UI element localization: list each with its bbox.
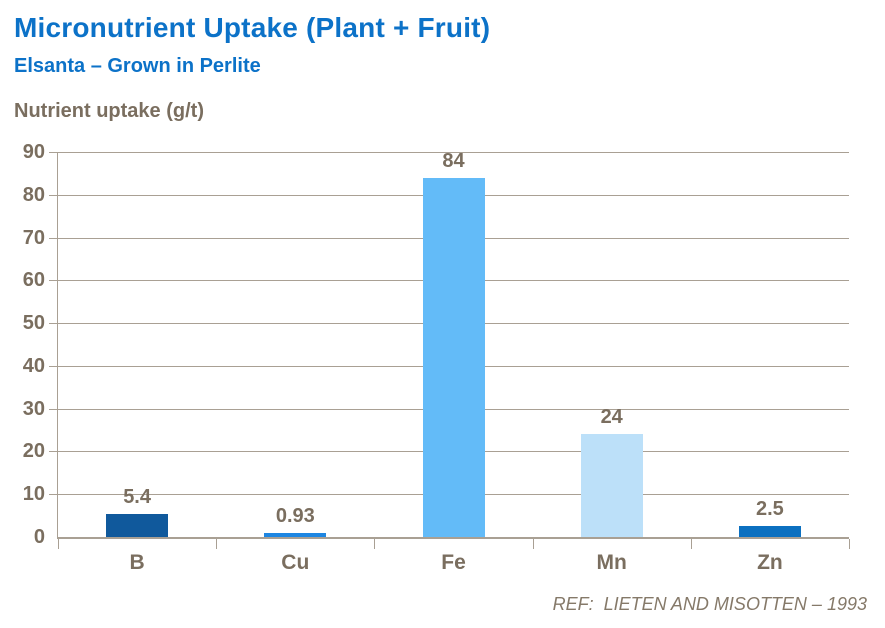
chart-title: Micronutrient Uptake (Plant + Fruit)	[14, 12, 491, 43]
chart-subtitle: Elsanta – Grown in Perlite	[14, 55, 261, 77]
y-axis-tick	[49, 408, 66, 410]
y-tick-label: 80	[22, 183, 45, 206]
bar-value-label: 84	[442, 149, 465, 172]
bar-value-label: 0.93	[275, 505, 315, 528]
y-tick-label: 50	[22, 312, 45, 335]
x-axis-tick	[216, 539, 218, 549]
x-axis-tick	[849, 539, 850, 549]
gridline	[58, 152, 849, 153]
bar-value-label: 5.4	[123, 485, 151, 508]
x-axis-tick	[532, 539, 534, 549]
y-tick-label: 30	[22, 397, 45, 420]
x-axis-tick	[374, 539, 376, 549]
x-category-label: Zn	[757, 551, 783, 574]
x-category-label: Fe	[441, 551, 466, 574]
y-tick-label: 60	[22, 269, 45, 292]
y-tick-label: 40	[22, 354, 45, 377]
y-axis-tick	[49, 237, 66, 239]
x-category-label: B	[129, 551, 145, 574]
y-axis-tick	[49, 451, 66, 453]
bar-Fe	[422, 177, 485, 537]
bar-Zn	[738, 526, 801, 537]
y-tick-label: 0	[33, 526, 45, 548]
y-axis-tick	[49, 365, 66, 367]
bar-B	[106, 513, 169, 537]
y-tick-label: 20	[22, 440, 45, 463]
bar-Cu	[264, 533, 327, 537]
y-tick-label: 10	[22, 483, 45, 506]
x-category-label: Mn	[596, 551, 627, 574]
y-axis-tick	[49, 323, 66, 325]
y-axis-tick	[49, 194, 66, 196]
y-axis-tick	[49, 494, 66, 496]
y-tick-label: 90	[22, 141, 45, 163]
x-axis-tick	[58, 539, 59, 549]
reference-text: REF: LIETEN AND MISOTTEN – 1993	[552, 594, 867, 614]
y-axis-tick	[49, 280, 66, 282]
bar-chart-plot-area: 0 10 20 30 40 50 60 70 80 90 5.4 B 0.93 Cu 84 Fe 24 Mn 2.5…	[23, 142, 850, 574]
y-tick-label: 70	[22, 226, 45, 249]
bar-value-label: 2.5	[755, 498, 784, 521]
x-category-label: Cu	[281, 551, 310, 574]
bar-value-label: 24	[600, 406, 623, 429]
y-axis-tick	[49, 152, 66, 153]
x-axis-tick	[690, 539, 692, 549]
bar-Mn	[580, 434, 643, 537]
y-axis-title: Nutrient uptake (g/t)	[14, 100, 204, 122]
